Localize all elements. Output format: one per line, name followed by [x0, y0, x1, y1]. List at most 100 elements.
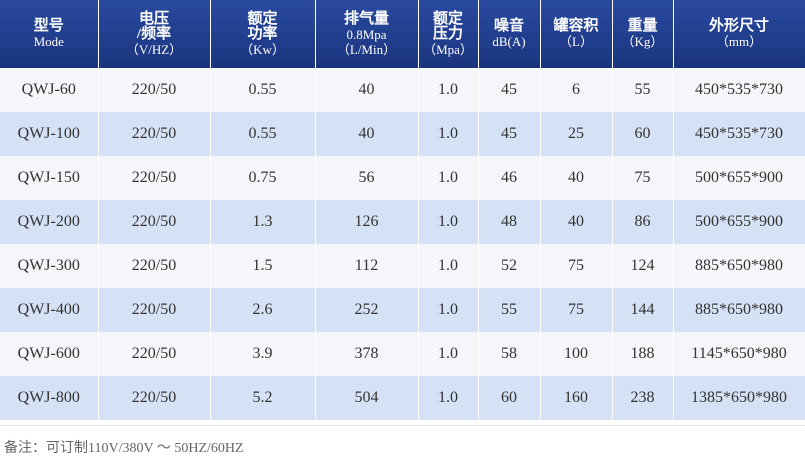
table-cell: 0.55 — [210, 112, 316, 156]
table-cell: 885*650*980 — [673, 288, 805, 332]
table-cell: 188 — [612, 332, 674, 376]
header-cell: 额定 功率 （Kw） — [210, 0, 316, 68]
table-cell: 1.0 — [418, 332, 479, 376]
header-line: 重量 — [627, 18, 658, 34]
table-cell: 5.2 — [210, 376, 316, 420]
table-cell: QWJ-300 — [0, 244, 99, 288]
header-line: /频率 — [136, 25, 172, 42]
table-cell: 56 — [315, 156, 419, 200]
table-cell: 1.0 — [418, 288, 479, 332]
table-cell: 220/50 — [98, 244, 211, 288]
table-cell: 100 — [540, 332, 613, 376]
header-cell: 电压/频率 （V/HZ） — [98, 0, 211, 68]
table-cell: 60 — [478, 376, 541, 420]
note: 备注：可订制110V/380V ～ 50HZ/60HZ — [4, 441, 244, 456]
table-cell: 112 — [315, 244, 419, 288]
header-line: 0.8Mpa — [346, 26, 387, 42]
table-cell: 40 — [540, 200, 613, 244]
spec-table: 型号 Mode 电压/频率 （V/HZ） 额定 功率 （Kw） 排气量 0.8Mpa （L/Min… — [0, 0, 805, 420]
header-row: 型号 Mode 电压/频率 （V/HZ） 额定 功率 （Kw） 排气量 0.8Mpa （L/Min… — [0, 0, 805, 68]
header-line: 外形尺寸 — [708, 18, 769, 34]
table-cell: QWJ-60 — [0, 68, 99, 112]
table-cell: 126 — [315, 200, 419, 244]
header-line: dB(A) — [492, 34, 526, 49]
table-cell: 48 — [478, 200, 541, 244]
table-cell: 0.75 — [210, 156, 316, 200]
table-cell: QWJ-150 — [0, 156, 99, 200]
header-line: （L） — [559, 34, 593, 49]
table-cell: 160 — [540, 376, 613, 420]
table-cell: 500*655*900 — [673, 156, 805, 200]
header-cell: 额定 压力 （Mpa） — [418, 0, 479, 68]
header-line: （L/Min） — [336, 41, 397, 57]
table-cell: 1.0 — [418, 112, 479, 156]
table-cell: 220/50 — [98, 332, 211, 376]
table-cell: 58 — [478, 332, 541, 376]
divider — [0, 425, 805, 426]
table-cell: 504 — [315, 376, 419, 420]
table-cell: 75 — [540, 288, 613, 332]
table-cell: 1.0 — [418, 244, 479, 288]
table-cell: 3.9 — [210, 332, 316, 376]
table-cell: QWJ-200 — [0, 200, 99, 244]
table-cell: 500*655*900 — [673, 200, 805, 244]
table-cell: 1.0 — [418, 156, 479, 200]
table-cell: 252 — [315, 288, 419, 332]
table-cell: 220/50 — [98, 376, 211, 420]
table-row: QWJ-800 220/50 5.2 504 1.0 60 160 238 1385*650*9… — [0, 376, 805, 420]
table-cell: 144 — [612, 288, 674, 332]
table-cell: 1.0 — [418, 200, 479, 244]
table-cell: 450*535*730 — [673, 68, 805, 112]
table-cell: 60 — [612, 112, 674, 156]
table-cell: 885*650*980 — [673, 244, 805, 288]
table-cell: QWJ-600 — [0, 332, 99, 376]
table-cell: 220/50 — [98, 156, 211, 200]
header-line: 罐容积 — [553, 18, 599, 34]
table-cell: 46 — [478, 156, 541, 200]
header-line: （Kg） — [621, 34, 664, 49]
header-cell: 型号 Mode — [0, 0, 99, 68]
table-cell: 1145*650*980 — [673, 332, 805, 376]
table-cell: 25 — [540, 112, 613, 156]
table-row: QWJ-100 220/50 0.55 40 1.0 45 25 60 450*535*730 — [0, 112, 805, 156]
table-cell: 450*535*730 — [673, 112, 805, 156]
table-row: QWJ-200 220/50 1.3 126 1.0 48 40 86 500*655*900 — [0, 200, 805, 244]
header-cell: 噪音 dB(A) — [478, 0, 541, 68]
header-cell: 罐容积 （L） — [540, 0, 613, 68]
table-cell: 1.3 — [210, 200, 316, 244]
table-cell: 220/50 — [98, 200, 211, 244]
table-cell: 220/50 — [98, 112, 211, 156]
table-cell: 40 — [540, 156, 613, 200]
header-line: （Mpa） — [423, 41, 473, 57]
table-cell: 75 — [540, 244, 613, 288]
table-body: QWJ-60 220/50 0.55 40 1.0 45 6 55 450*535*730 QWJ… — [0, 68, 805, 420]
table-cell: 45 — [478, 68, 541, 112]
table-cell: 220/50 — [98, 68, 211, 112]
table-row: QWJ-150 220/50 0.75 56 1.0 46 40 75 500*655*900 — [0, 156, 805, 200]
header-line: 排气量 — [343, 10, 389, 27]
header-line: （Kw） — [240, 41, 285, 57]
table-cell: 0.55 — [210, 68, 316, 112]
header-cell: 排气量 0.8Mpa （L/Min） — [315, 0, 419, 68]
table-row: QWJ-600 220/50 3.9 378 1.0 58 100 188 1145*650*9… — [0, 332, 805, 376]
header-line: 噪音 — [493, 18, 524, 34]
table-cell: 6 — [540, 68, 613, 112]
table-cell: QWJ-800 — [0, 376, 99, 420]
table-row: QWJ-60 220/50 0.55 40 1.0 45 6 55 450*535*730 — [0, 68, 805, 112]
header-line: （mm） — [715, 34, 763, 49]
table-cell: 55 — [612, 68, 674, 112]
header-line: 额定 — [247, 10, 278, 27]
header-line: 功率 — [247, 25, 278, 42]
table-cell: 1.0 — [418, 376, 479, 420]
header-cell: 外形尺寸 （mm） — [673, 0, 805, 68]
table-cell: 86 — [612, 200, 674, 244]
table-cell: 40 — [315, 112, 419, 156]
table-row: QWJ-300 220/50 1.5 112 1.0 52 75 124 885*650*980 — [0, 244, 805, 288]
table-cell: 75 — [612, 156, 674, 200]
table-cell: QWJ-100 — [0, 112, 99, 156]
table-cell: 220/50 — [98, 288, 211, 332]
header-line: 型号 — [33, 18, 64, 34]
table-cell: 1.5 — [210, 244, 316, 288]
header-line: Mode — [33, 34, 64, 49]
table-cell: 2.6 — [210, 288, 316, 332]
